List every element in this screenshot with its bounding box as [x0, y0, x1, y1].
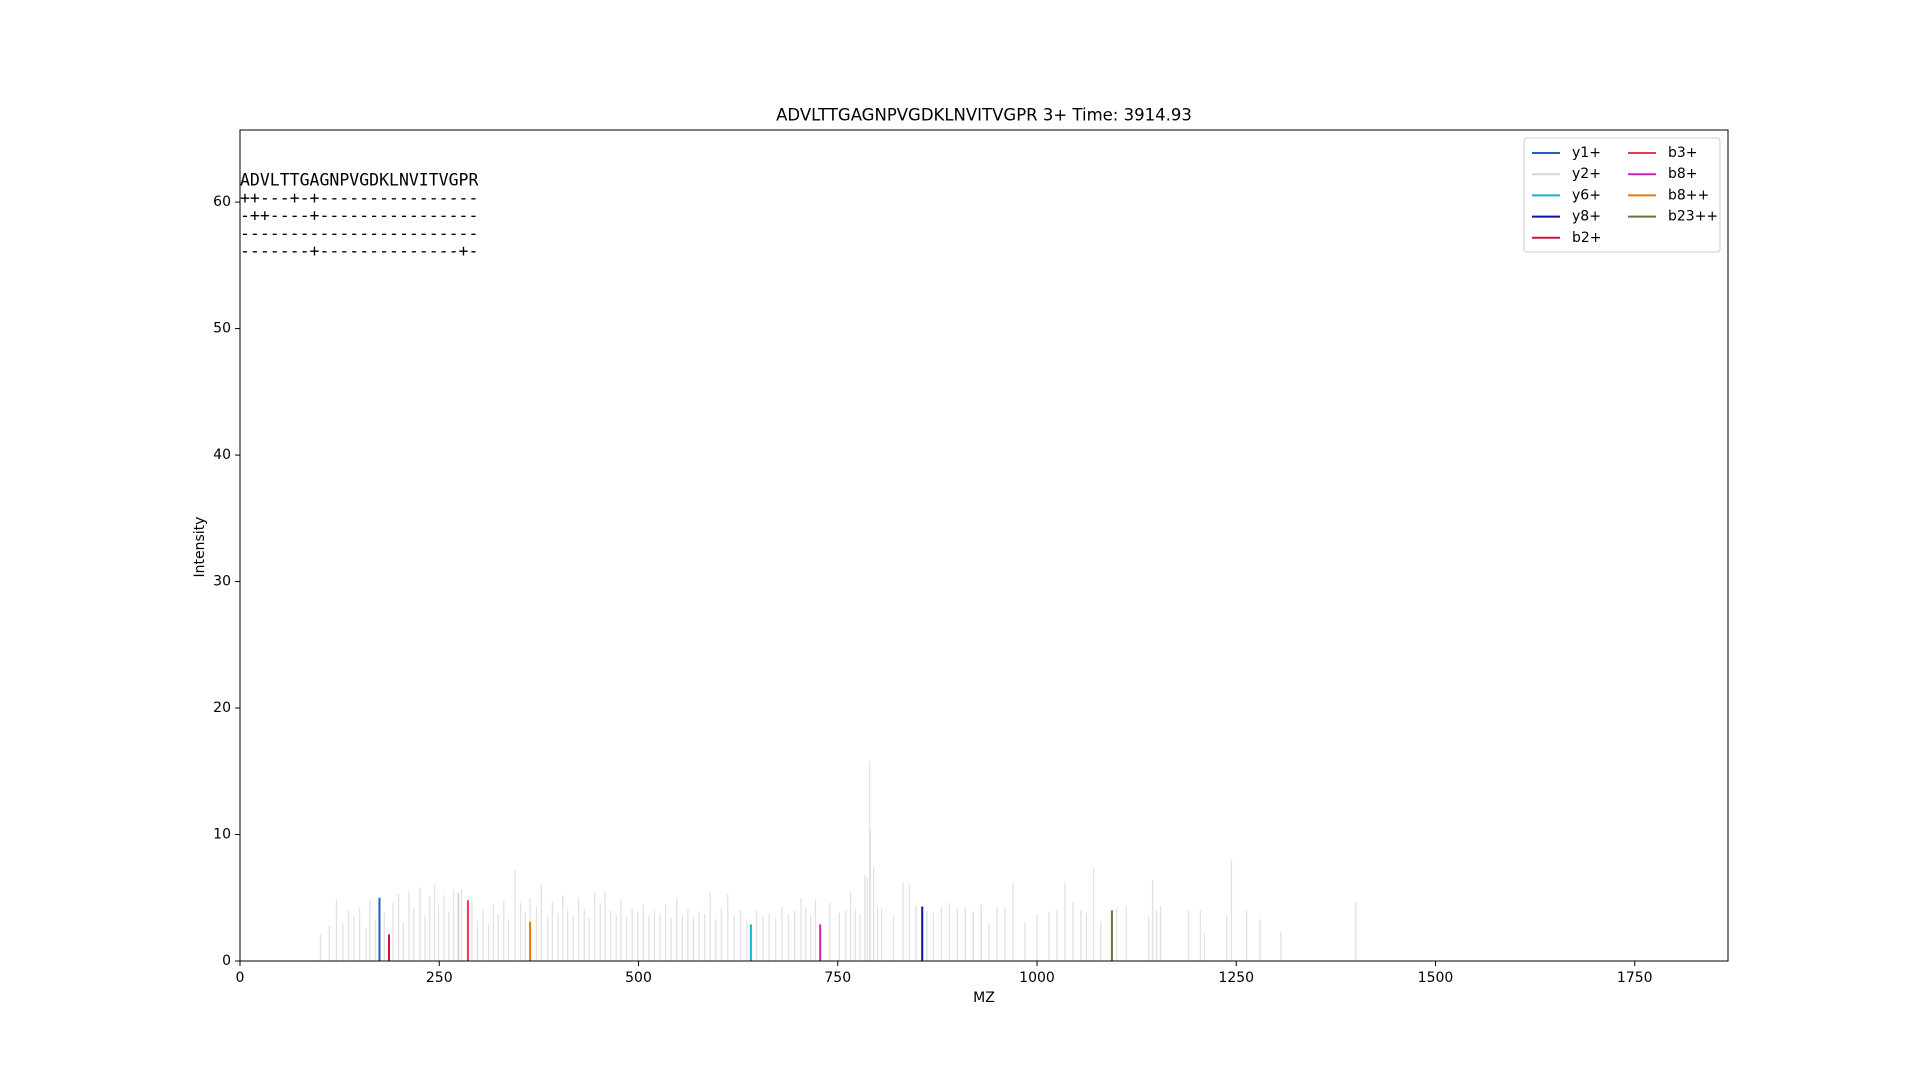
legend-label: b23++ — [1668, 209, 1718, 225]
legend-label: y1+ — [1572, 145, 1601, 161]
x-tick-label: 1500 — [1418, 970, 1454, 986]
y-tick-label: 20 — [213, 700, 231, 716]
y-tick-label: 30 — [213, 574, 231, 590]
plot-area — [319, 761, 1357, 961]
sequence-annotation: -------+--------------+- — [240, 242, 478, 261]
x-tick-label: 1250 — [1218, 970, 1254, 986]
x-tick-label: 1000 — [1019, 970, 1055, 986]
x-tick-label: 1750 — [1617, 970, 1653, 986]
legend-label: b3+ — [1668, 145, 1698, 161]
x-tick-label: 250 — [426, 970, 453, 986]
axes-frame — [239, 129, 1729, 962]
legend-label: b2+ — [1572, 230, 1602, 246]
legend-label: y6+ — [1572, 187, 1601, 203]
y-tick-label: 50 — [213, 321, 231, 337]
y-tick-label: 10 — [213, 827, 231, 843]
y-tick-label: 0 — [222, 953, 231, 969]
x-tick-label: 0 — [236, 970, 245, 986]
sequence-annotation: ++---+-+---------------- — [240, 188, 478, 207]
legend-label: y2+ — [1572, 166, 1601, 182]
legend-label: b8++ — [1668, 187, 1709, 203]
sequence-annotation: ------------------------ — [240, 224, 478, 243]
x-axis-label: MZ — [973, 990, 995, 1006]
x-tick-label: 500 — [625, 970, 652, 986]
y-tick-label: 40 — [213, 447, 231, 463]
legend-box — [1523, 137, 1721, 253]
chart-title: ADVLTTGAGNPVGDKLNVITVGPR 3+ Time: 3914.9… — [776, 106, 1192, 125]
x-tick-label: 750 — [824, 970, 851, 986]
y-axis-label: Intensity — [192, 517, 208, 578]
sequence-annotation: -++----+---------------- — [240, 206, 478, 225]
sequence-annotation: ADVLTTGAGNPVGDKLNVITVGPR — [240, 171, 478, 190]
legend-label: b8+ — [1668, 166, 1698, 182]
y-tick-label: 60 — [213, 194, 231, 210]
legend-label: y8+ — [1572, 209, 1601, 225]
